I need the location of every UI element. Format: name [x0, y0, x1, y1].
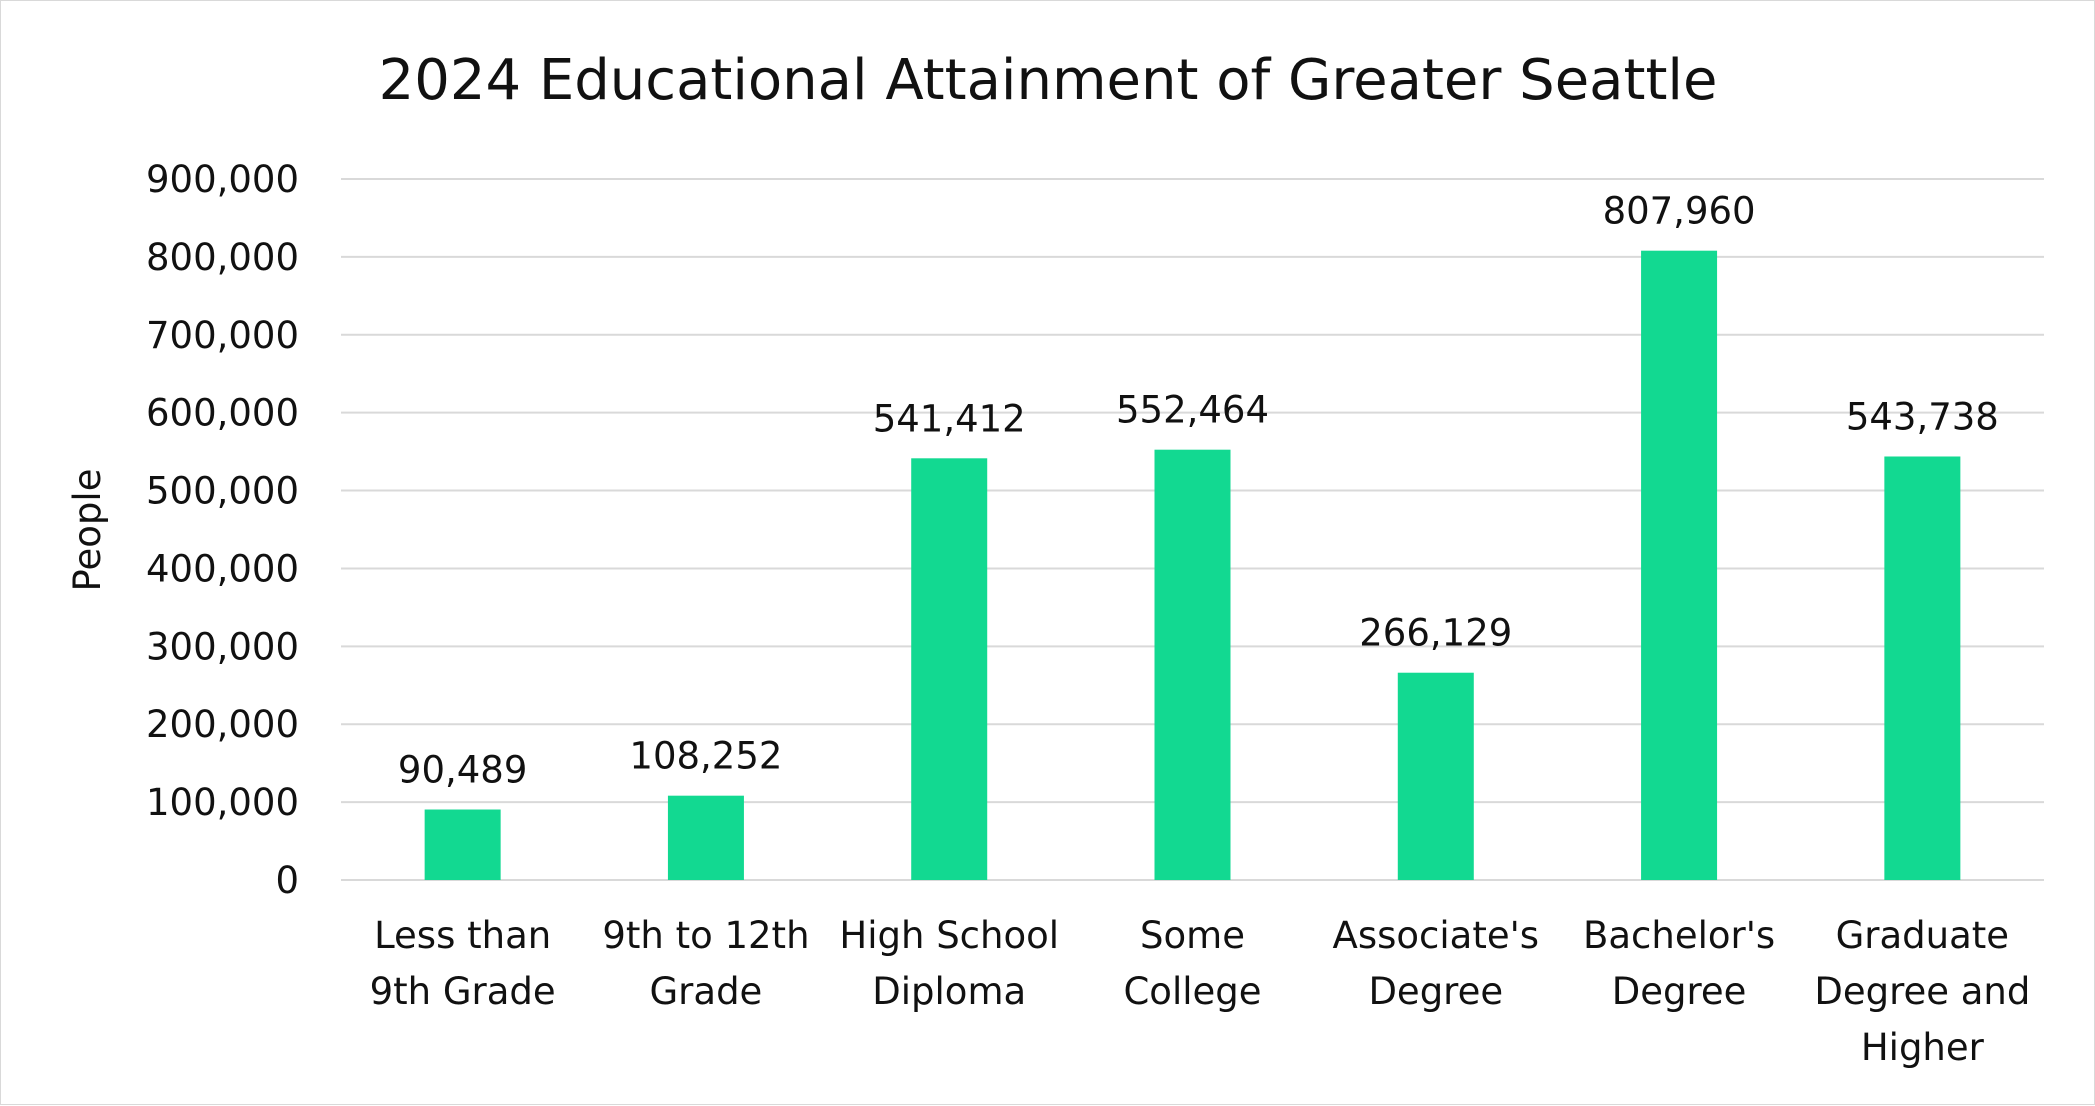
- y-tick-label: 500,000: [146, 470, 299, 513]
- y-tick-label: 100,000: [146, 781, 299, 824]
- x-tick-label: Grade: [650, 970, 763, 1013]
- x-tick-label: College: [1123, 970, 1261, 1013]
- bar: [911, 458, 988, 880]
- data-label: 543,738: [1846, 395, 1999, 438]
- y-tick-label: 400,000: [146, 547, 299, 590]
- data-label: 108,252: [629, 735, 782, 778]
- data-label: 90,489: [398, 749, 527, 792]
- x-tick-label: Degree: [1368, 970, 1503, 1013]
- x-tick-label: Some: [1140, 914, 1245, 957]
- bar: [1154, 449, 1231, 880]
- x-tick-label: High School: [839, 914, 1059, 957]
- bar: [1884, 456, 1961, 880]
- y-tick-label: 700,000: [146, 314, 299, 357]
- chart-title: 2024 Educational Attainment of Greater S…: [379, 48, 1718, 113]
- y-tick-label: 800,000: [146, 236, 299, 279]
- y-tick-label: 300,000: [146, 625, 299, 668]
- x-tick-label: Graduate: [1836, 914, 2009, 957]
- bars: [424, 250, 1961, 880]
- x-tick-label: 9th Grade: [370, 970, 556, 1013]
- y-axis-ticks: 0 100,000 200,000 300,000 400,000 500,000 600,…: [146, 158, 299, 902]
- y-tick-label: 200,000: [146, 703, 299, 746]
- x-tick-label: Degree: [1612, 970, 1747, 1013]
- x-axis-categories: Less than 9th Grade 9th to 12th Grade High S…: [370, 914, 2031, 1069]
- bar: [424, 809, 501, 880]
- data-label: 552,464: [1116, 389, 1269, 432]
- data-label: 807,960: [1603, 190, 1756, 233]
- x-tick-label: Bachelor's: [1583, 914, 1775, 957]
- data-label: 266,129: [1359, 612, 1512, 655]
- data-label: 541,412: [873, 397, 1026, 440]
- y-tick-label: 600,000: [146, 392, 299, 435]
- y-tick-label: 0: [275, 859, 299, 902]
- bar: [667, 795, 744, 880]
- bar: [1641, 250, 1718, 880]
- x-tick-label: Higher: [1861, 1026, 1985, 1069]
- x-tick-label: Less than: [374, 914, 551, 957]
- data-labels: 90,489 108,252 541,412 552,464 266,129 807,96…: [398, 190, 1999, 792]
- x-tick-label: Diploma: [872, 970, 1026, 1013]
- y-axis-label: People: [66, 469, 109, 592]
- x-tick-label: Associate's: [1333, 914, 1540, 957]
- y-tick-label: 900,000: [146, 158, 299, 201]
- x-tick-label: 9th to 12th: [602, 914, 809, 957]
- bar: [1397, 672, 1474, 880]
- x-tick-label: Degree and: [1814, 970, 2030, 1013]
